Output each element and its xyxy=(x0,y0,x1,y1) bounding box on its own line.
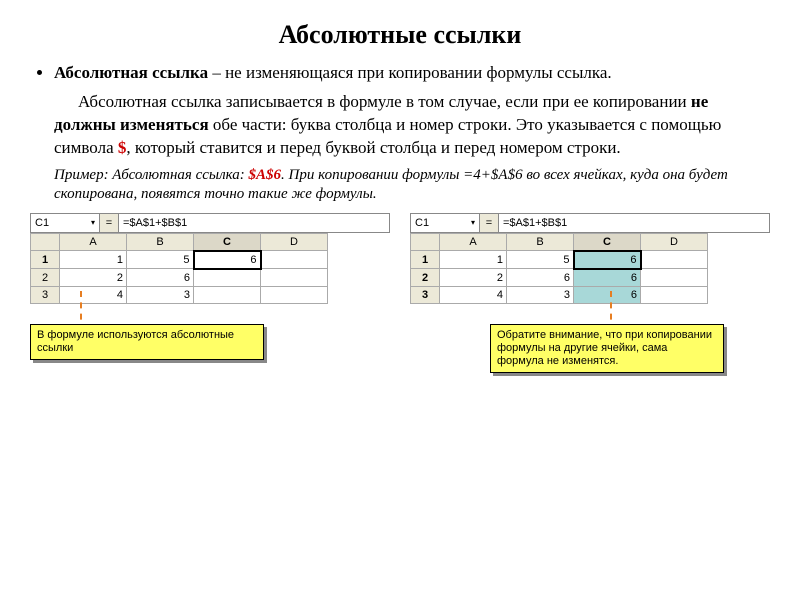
dropdown-icon: ▾ xyxy=(471,218,475,227)
active-cell: 6 xyxy=(574,251,641,269)
formula-bar: C1▾ = =$A$1+$B$1 xyxy=(410,213,770,233)
term-def: – не изменяющаяся при копировании формул… xyxy=(208,63,612,82)
col-A: A xyxy=(60,233,127,251)
figure-left: C1▾ = =$A$1+$B$1 A B C D 1 1 5 6 xyxy=(30,213,390,374)
formula-text: =$A$1+$B$1 xyxy=(119,214,389,232)
body-paragraph: Абсолютная ссылка записывается в формуле… xyxy=(30,91,770,160)
callout-left: В формуле используются абсолютные ссылки xyxy=(30,324,264,360)
spreadsheet-left: A B C D 1 1 5 6 2 2 6 xyxy=(30,233,328,304)
col-C: C xyxy=(574,233,641,251)
col-B: B xyxy=(127,233,194,251)
example-text: Пример: Абсолютная ссылка: $A$6. При коп… xyxy=(30,166,770,205)
equals-icon: = xyxy=(100,214,119,232)
definition-list: Абсолютная ссылка – не изменяющаяся при … xyxy=(30,62,770,85)
col-C: C xyxy=(194,233,261,251)
active-cell: 6 xyxy=(194,251,261,269)
equals-icon: = xyxy=(480,214,499,232)
dropdown-icon: ▾ xyxy=(91,218,95,227)
name-box: C1▾ xyxy=(411,214,480,232)
page-title: Абсолютные ссылки xyxy=(30,20,770,50)
figure-right: C1▾ = =$A$1+$B$1 A B C D 1 1 5 6 xyxy=(410,213,770,374)
col-A: A xyxy=(440,233,507,251)
callout-right: Обратите внимание, что при копировании ф… xyxy=(490,324,724,374)
figures-row: C1▾ = =$A$1+$B$1 A B C D 1 1 5 6 xyxy=(30,213,770,374)
formula-bar: C1▾ = =$A$1+$B$1 xyxy=(30,213,390,233)
col-D: D xyxy=(641,233,708,251)
definition-item: Абсолютная ссылка – не изменяющаяся при … xyxy=(54,62,770,85)
spreadsheet-right: A B C D 1 1 5 6 2 2 6 6 xyxy=(410,233,708,304)
name-box: C1▾ xyxy=(31,214,100,232)
term: Абсолютная ссылка xyxy=(54,63,208,82)
formula-text: =$A$1+$B$1 xyxy=(499,214,769,232)
col-D: D xyxy=(261,233,328,251)
col-B: B xyxy=(507,233,574,251)
